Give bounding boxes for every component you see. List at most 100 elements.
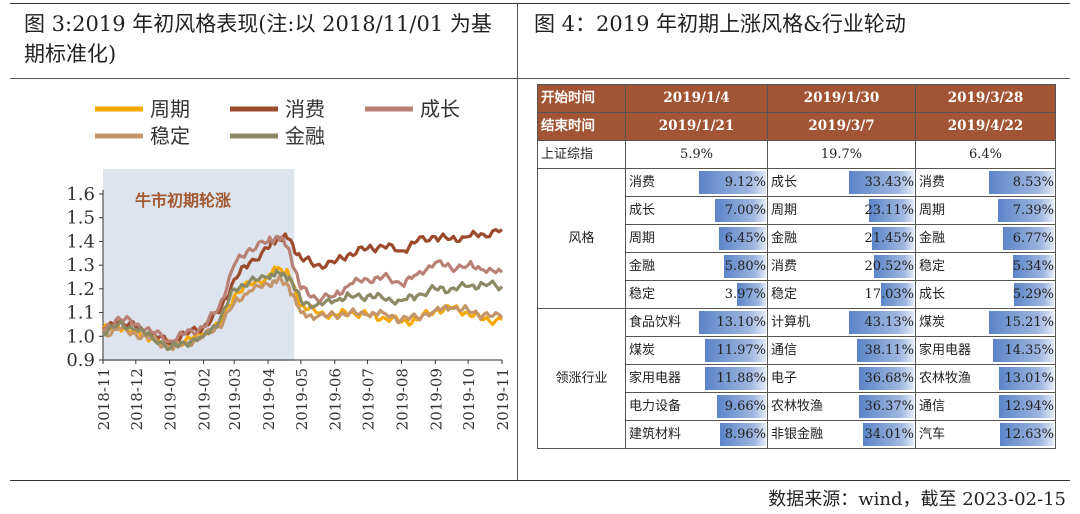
industry-value-cell: 36.68% — [847, 364, 917, 393]
style-name-cell: 稳定 — [915, 252, 988, 281]
x-axis: 2018-11 2018-12 2019-01 2019-02 2019-03 2019-… — [95, 359, 512, 430]
legend-label-1: 周期 — [150, 97, 190, 121]
style-value-text: 5.80% — [724, 259, 767, 274]
industry-value-text: 14.35% — [1004, 343, 1055, 358]
industry-value-bar — [720, 423, 767, 446]
style-name-cell: 金融 — [625, 252, 698, 281]
y-axis: 0.9 1.01.1 1.2 1.3 1.41.5 1.6 — [66, 184, 104, 371]
end-time-row-label: 结束时间 — [537, 112, 626, 141]
style-row: 成长 7.00% 周期 23.11% 周期 7.39% — [538, 196, 1057, 225]
style-name-cell: 周期 — [625, 224, 698, 253]
industry-value-text: 36.68% — [864, 371, 915, 386]
industry-value-bar — [862, 423, 915, 446]
industry-value-cell: 14.35% — [987, 336, 1057, 365]
industry-value-cell: 11.97% — [697, 336, 769, 365]
y-tick-label: 1.3 — [66, 255, 95, 276]
industry-value-cell: 36.37% — [847, 392, 917, 421]
industry-name-cell: 电子 — [767, 364, 848, 393]
style-group-label: 风格 — [537, 168, 626, 309]
industry-value-text: 13.01% — [1004, 371, 1055, 386]
industry-value-text: 11.88% — [716, 371, 767, 386]
style-value-text: 23.11% — [864, 203, 915, 218]
industry-name-cell: 非银金融 — [767, 420, 848, 449]
industry-value-text: 36.37% — [864, 399, 915, 414]
industry-name-cell: 通信 — [915, 392, 988, 421]
x-tick-label: 2019-07 — [360, 368, 378, 430]
index-return-cell-2: 19.7% — [767, 140, 917, 169]
style-value-cell: 7.00% — [697, 196, 769, 225]
style-name-cell: 成长 — [915, 280, 988, 309]
y-tick-label: 1.6 — [66, 184, 95, 205]
x-tick-label: 2019-01 — [162, 368, 180, 430]
industry-value-cell: 15.21% — [987, 308, 1057, 337]
industry-name-cell: 计算机 — [767, 308, 848, 337]
title-rule — [10, 78, 1070, 79]
style-value-bar — [699, 171, 767, 194]
style-value-bar — [1013, 255, 1055, 278]
style-value-bar — [881, 283, 915, 306]
industry-value-bar — [699, 311, 767, 334]
style-value-text: 20.52% — [864, 259, 915, 274]
x-tick-label: 2019-11 — [494, 368, 512, 430]
style-name-cell: 消费 — [625, 168, 698, 197]
style-value-text: 6.77% — [1012, 231, 1055, 246]
style-value-bar — [872, 227, 915, 250]
industry-value-cell: 38.11% — [847, 336, 917, 365]
style-row: 周期 6.45% 金融 21.45% 金融 6.77% — [538, 224, 1057, 253]
style-value-bar — [723, 255, 767, 278]
x-tick-label: 2019-03 — [226, 368, 244, 430]
y-tick-label: 1.4 — [66, 231, 95, 252]
industry-value-cell: 34.01% — [847, 420, 917, 449]
industry-value-text: 12.63% — [1004, 427, 1055, 442]
industry-value-cell: 43.13% — [847, 308, 917, 337]
style-value-cell: 3.97% — [697, 280, 769, 309]
right-figure-title: 图 4：2019 年初期上涨风格&行业轮动 — [534, 12, 906, 36]
style-value-bar — [1013, 283, 1055, 306]
style-value-cell: 6.45% — [697, 224, 769, 253]
chart-series — [101, 228, 504, 352]
series-line-5 — [101, 269, 504, 352]
industry-value-text: 34.01% — [864, 427, 915, 442]
industry-value-bar — [856, 339, 915, 362]
style-value-text: 17.03% — [864, 287, 915, 302]
industry-row: 领涨行业 食品饮料 13.10% 计算机 43.13% 煤炭 15.21% — [537, 308, 1057, 449]
style-name-cell: 成长 — [625, 196, 698, 225]
legend-label-2: 消费 — [285, 97, 325, 121]
style-value-bar — [874, 255, 915, 278]
style-value-cell: 21.45% — [847, 224, 917, 253]
style-value-bar — [869, 199, 915, 222]
style-value-text: 6.45% — [724, 231, 767, 246]
style-value-text: 21.45% — [864, 231, 915, 246]
index-return-cell-1: 5.9% — [624, 140, 769, 169]
industry-value-cell: 13.01% — [987, 364, 1057, 393]
x-tick-label: 2018-11 — [95, 368, 113, 430]
style-value-text: 8.53% — [1012, 175, 1055, 190]
industry-value-cell: 12.94% — [987, 392, 1057, 421]
style-name-cell: 周期 — [767, 196, 848, 225]
industry-value-bar — [716, 395, 767, 418]
style-name-cell: 消费 — [767, 252, 848, 281]
style-name-cell: 周期 — [915, 196, 988, 225]
industry-name-cell: 家用电器 — [915, 336, 988, 365]
shaded-region-label: 牛市初期轮涨 — [135, 191, 231, 210]
industry-value-bar — [998, 367, 1055, 390]
style-value-text: 7.00% — [724, 203, 767, 218]
style-value-bar — [989, 171, 1055, 194]
style-row: 风格 消费 9.12% 成长 33.43% 消费 8.53% — [537, 168, 1057, 309]
industry-name-cell: 汽车 — [915, 420, 988, 449]
style-value-text: 9.12% — [724, 175, 767, 190]
legend-label-4: 稳定 — [150, 124, 190, 148]
index-return-label: 上证综指 — [537, 140, 626, 169]
style-value-bar — [1002, 227, 1055, 250]
style-name-cell: 金融 — [767, 224, 848, 253]
style-value-cell: 8.53% — [987, 168, 1057, 197]
style-value-bar — [736, 283, 767, 306]
y-tick-label: 1.0 — [66, 326, 95, 347]
legend-label-5: 金融 — [285, 124, 325, 148]
industry-name-cell: 家用电器 — [625, 364, 698, 393]
industry-row: 家用电器 11.88% 电子 36.68% 农林牧渔 13.01% — [538, 364, 1057, 393]
end-time-row: 结束时间 2019/1/21 2019/3/7 2019/4/22 — [537, 112, 1057, 141]
x-tick-label: 2019-02 — [196, 368, 214, 430]
x-tick-label: 2019-06 — [327, 368, 345, 430]
